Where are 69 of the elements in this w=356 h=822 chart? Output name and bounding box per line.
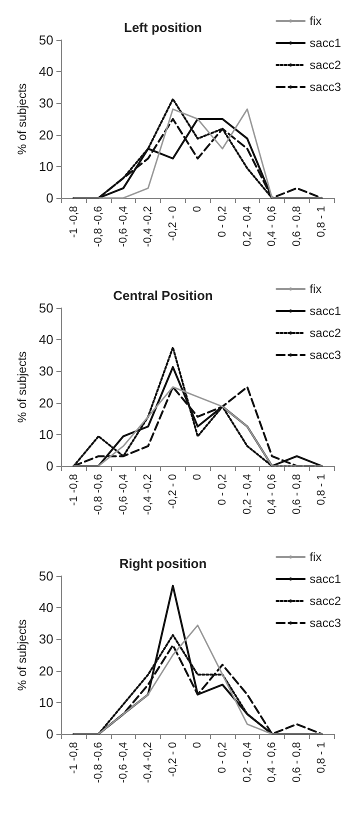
- x-tick-label: 0: [192, 474, 204, 480]
- y-tick-label: 40: [38, 600, 54, 616]
- x-tick-label: -0,6 -0,4: [117, 742, 130, 783]
- x-tick-label: 0,2 - 0,4: [241, 742, 254, 782]
- y-tick-label: 10: [38, 694, 54, 710]
- y-tick-label: 20: [38, 127, 54, 142]
- y-tick-label: 40: [38, 64, 54, 80]
- x-tick-label: -0,6 -0,4: [117, 474, 130, 515]
- x-tick-label: -0,4 -0,2: [142, 474, 154, 515]
- x-tick-label: 0: [192, 206, 204, 212]
- x-tick-label: -0,8 -0,6: [92, 474, 105, 515]
- x-tick-label: 0: [192, 742, 204, 748]
- y-axis-title: % of subjects: [15, 351, 29, 423]
- x-tick-label: -0,8 -0,6: [92, 742, 105, 783]
- x-tick-label: 0,8 - 1: [316, 474, 328, 506]
- legend-label: fix: [310, 14, 322, 28]
- x-tick-label: 0,6 - 0,8: [290, 474, 303, 514]
- legend-label: fix: [310, 550, 322, 564]
- x-tick-label: 0,4 - 0,6: [266, 206, 278, 246]
- legend-label: sacc1: [310, 36, 342, 50]
- x-tick-label: -0,2 - 0: [166, 474, 179, 509]
- y-axis-title: % of subjects: [15, 83, 29, 155]
- y-tick-label: 50: [38, 32, 54, 48]
- y-tick-label: 30: [38, 632, 54, 647]
- legend-label: sacc3: [310, 80, 342, 94]
- legend-label: sacc3: [310, 616, 342, 630]
- y-tick-label: 10: [38, 158, 54, 174]
- x-tick-label: -0,8 -0,6: [92, 206, 105, 247]
- x-tick-label: 0,6 - 0,8: [290, 206, 303, 246]
- y-tick-label: 20: [38, 663, 54, 678]
- chart-title: Right position: [119, 556, 207, 571]
- chart-title: Central Position: [113, 288, 213, 303]
- legend-label: sacc2: [310, 58, 342, 72]
- legend-label: fix: [310, 282, 322, 296]
- y-tick-label: 0: [46, 458, 54, 474]
- x-tick-label: -0,2 - 0: [166, 206, 179, 241]
- chart-title: Left position: [124, 20, 202, 35]
- y-tick-label: 0: [46, 726, 54, 742]
- legend-label: sacc1: [310, 304, 342, 318]
- x-tick-label: 0,2 - 0,4: [241, 474, 254, 514]
- x-tick-label: 0 - 0,2: [216, 474, 228, 506]
- legend-label: sacc2: [310, 594, 342, 608]
- x-tick-label: -0,2 - 0: [166, 742, 179, 777]
- x-tick-label: 0 - 0,2: [216, 742, 228, 774]
- y-tick-label: 40: [38, 332, 54, 348]
- x-tick-label: 0,6 - 0,8: [290, 742, 303, 782]
- x-tick-label: -1 -0,8: [68, 206, 80, 238]
- x-tick-label: 0,4 - 0,6: [266, 474, 278, 514]
- y-tick-label: 50: [38, 568, 54, 584]
- x-tick-label: 0,2 - 0,4: [241, 206, 254, 246]
- legend-label: sacc1: [310, 572, 342, 586]
- x-tick-label: 0,8 - 1: [316, 742, 328, 774]
- x-tick-label: 0,4 - 0,6: [266, 742, 278, 782]
- y-tick-label: 10: [38, 426, 54, 442]
- x-tick-label: -1 -0,8: [68, 474, 80, 506]
- y-tick-label: 30: [38, 96, 54, 111]
- x-tick-label: -0,6 -0,4: [117, 206, 130, 247]
- legend-label: sacc2: [310, 326, 342, 340]
- x-tick-label: 0,8 - 1: [316, 206, 328, 238]
- x-tick-label: 0 - 0,2: [216, 206, 228, 238]
- y-axis-title: % of subjects: [15, 619, 29, 691]
- x-tick-label: -0,4 -0,2: [142, 742, 154, 783]
- legend-label: sacc3: [310, 348, 342, 362]
- x-tick-label: -1 -0,8: [68, 742, 80, 774]
- y-tick-label: 0: [46, 190, 54, 206]
- y-tick-label: 20: [38, 395, 54, 410]
- y-tick-label: 50: [38, 300, 54, 316]
- y-tick-label: 30: [38, 364, 54, 379]
- x-tick-label: -0,4 -0,2: [142, 206, 154, 247]
